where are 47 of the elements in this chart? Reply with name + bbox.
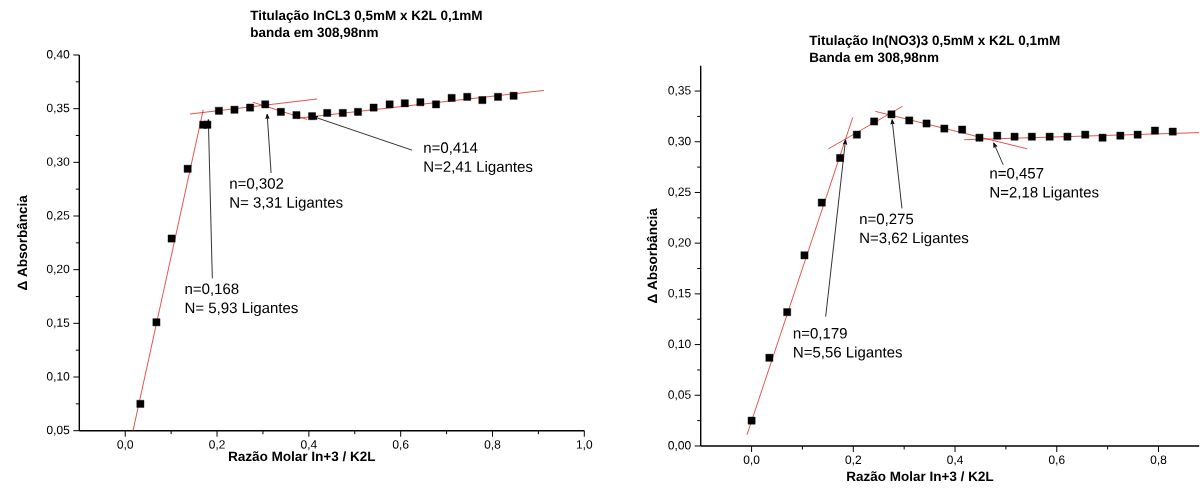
x-tick-label: 0,6 (392, 440, 409, 451)
y-tick-label: 0,05 (668, 390, 691, 401)
annotation: n=0,179 (793, 327, 847, 341)
x-tick-label: 1,0 (576, 440, 593, 451)
x-tick-label: 0,8 (1150, 455, 1167, 466)
y-tick-label: 0,35 (668, 86, 691, 96)
y-axis-title: Δ Absorbância (646, 208, 658, 303)
y-tick-label: 0,25 (668, 187, 691, 198)
y-tick-label: 0,20 (46, 264, 70, 275)
y-tick-label: 0,10 (668, 339, 691, 350)
annotation: N=3,62 Ligantes (860, 232, 969, 247)
chart-subtitle: Banda em 308,98nm (810, 52, 939, 65)
annotation: N=2,18 Ligantes (990, 186, 1099, 201)
y-tick-label: 0,35 (46, 103, 70, 114)
y-tick-label: 0,30 (668, 136, 691, 147)
annotation: N= 5,93 Ligantes (185, 302, 298, 317)
x-axis-title: Razão Molar In+3 / K2L (847, 471, 994, 482)
annotation: n=0,168 (185, 283, 239, 296)
y-tick-label: 0,15 (46, 318, 70, 329)
x-tick-label: 0,4 (300, 440, 317, 451)
y-tick-label: 0,00 (668, 441, 691, 451)
y-axis-title: Δ Absorbância (16, 195, 28, 290)
y-tick-label: 0,15 (668, 288, 691, 299)
y-tick-label: 0,30 (46, 157, 70, 168)
chart-title: Titulação In(NO3)3 0,5mM x K2L 0,1mM (809, 35, 1060, 48)
annotation: N=2,41 Ligantes (424, 160, 533, 175)
annotation: n=0,275 (860, 213, 914, 227)
x-tick-label: 0,6 (1048, 455, 1065, 466)
y-tick-label: 0,25 (46, 211, 70, 221)
x-tick-label: 0,8 (484, 440, 501, 451)
chart-title: Titulação InCL3 0,5mM x K2L 0,1mM (250, 10, 482, 23)
y-tick-label: 0,40 (46, 50, 70, 60)
annotation: N= 3,31 Ligantes (230, 196, 343, 211)
y-tick-label: 0,05 (46, 425, 70, 436)
y-tick-label: 0,20 (668, 238, 691, 249)
annotation: n=0,302 (230, 178, 284, 191)
annotation: n=0,414 (424, 142, 478, 155)
chart-subtitle: banda em 308,98nm (251, 27, 378, 40)
y-tick-label: 0,10 (46, 372, 70, 382)
x-tick-label: 0,2 (845, 455, 862, 466)
x-tick-label: 0,4 (947, 455, 964, 466)
x-tick-label: 0,2 (209, 440, 225, 451)
x-tick-label: 0,0 (743, 455, 760, 466)
x-tick-label: 0,0 (117, 440, 134, 451)
x-axis-title: Razão Molar In+3 / K2L (229, 451, 376, 462)
annotation: N=5,56 Ligantes (794, 346, 902, 361)
annotation: n=0,457 (990, 167, 1044, 181)
